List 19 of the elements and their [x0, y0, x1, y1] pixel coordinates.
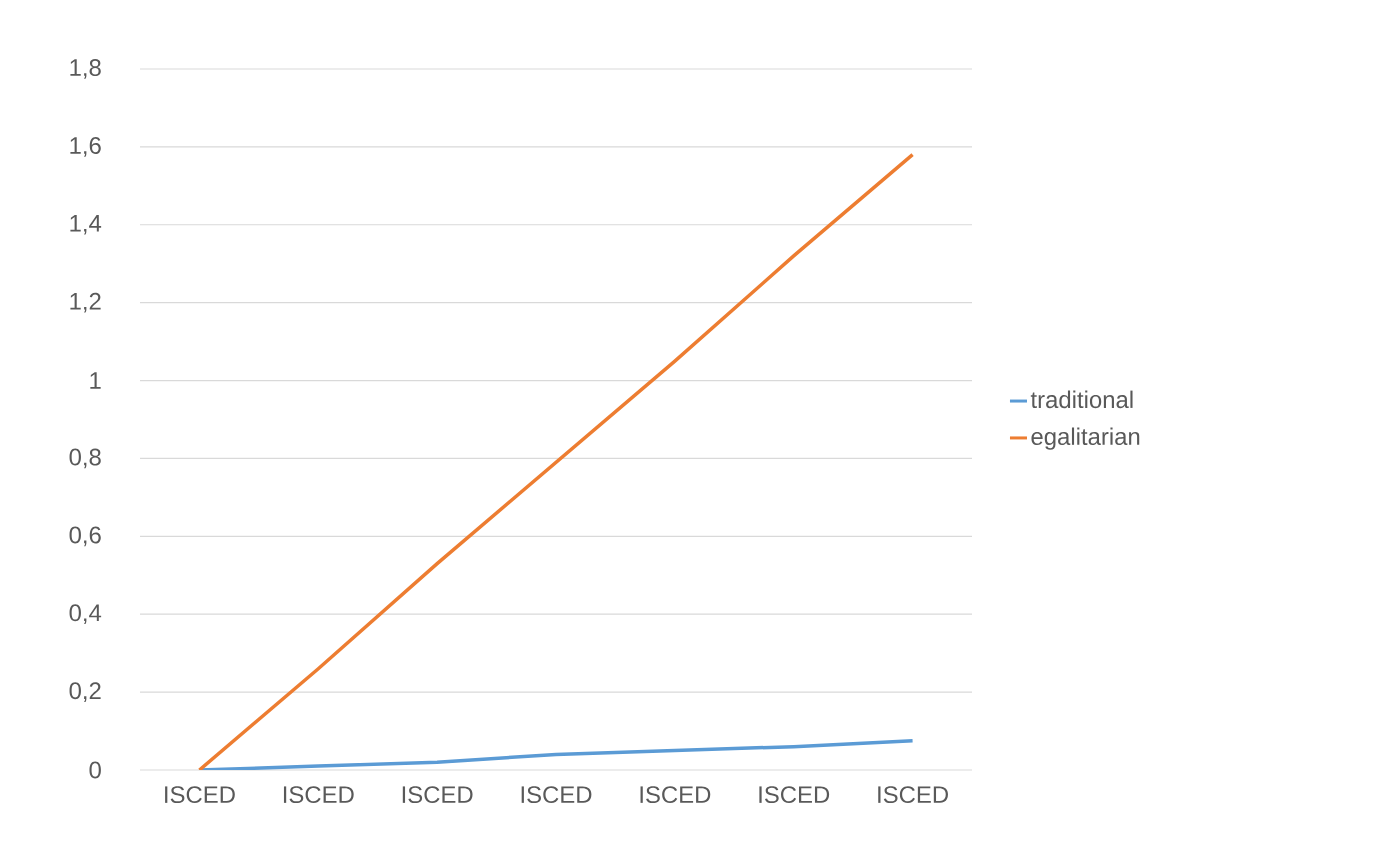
y-tick-label: 0,4: [69, 604, 102, 625]
x-tick-label: ISCED: [521, 786, 592, 804]
y-tick-label: 0,8: [69, 448, 101, 469]
x-tick-label: ISCED: [165, 786, 235, 804]
x-tick-label: ISCED: [640, 786, 711, 804]
x-tick-label: ISCED: [402, 786, 473, 804]
y-tick-label: 1,4: [70, 215, 102, 235]
y-tick-label: 1,6: [70, 137, 101, 157]
legend-label: egalitarian: [1031, 427, 1140, 450]
x-tick-label: ISCED: [283, 786, 354, 804]
y-tick-label: 0: [89, 761, 101, 779]
y-tick-label: 1,8: [70, 59, 101, 79]
x-tick-label: ISCED: [759, 786, 830, 804]
y-tick-label: 0,2: [69, 682, 101, 702]
x-tick-label: ISCED: [878, 786, 948, 804]
legend-label: traditional: [1030, 390, 1133, 409]
y-tick-label: 0,6: [69, 526, 101, 547]
y-tick-label: 1,2: [70, 292, 101, 313]
y-tick-label: 1: [90, 372, 101, 389]
